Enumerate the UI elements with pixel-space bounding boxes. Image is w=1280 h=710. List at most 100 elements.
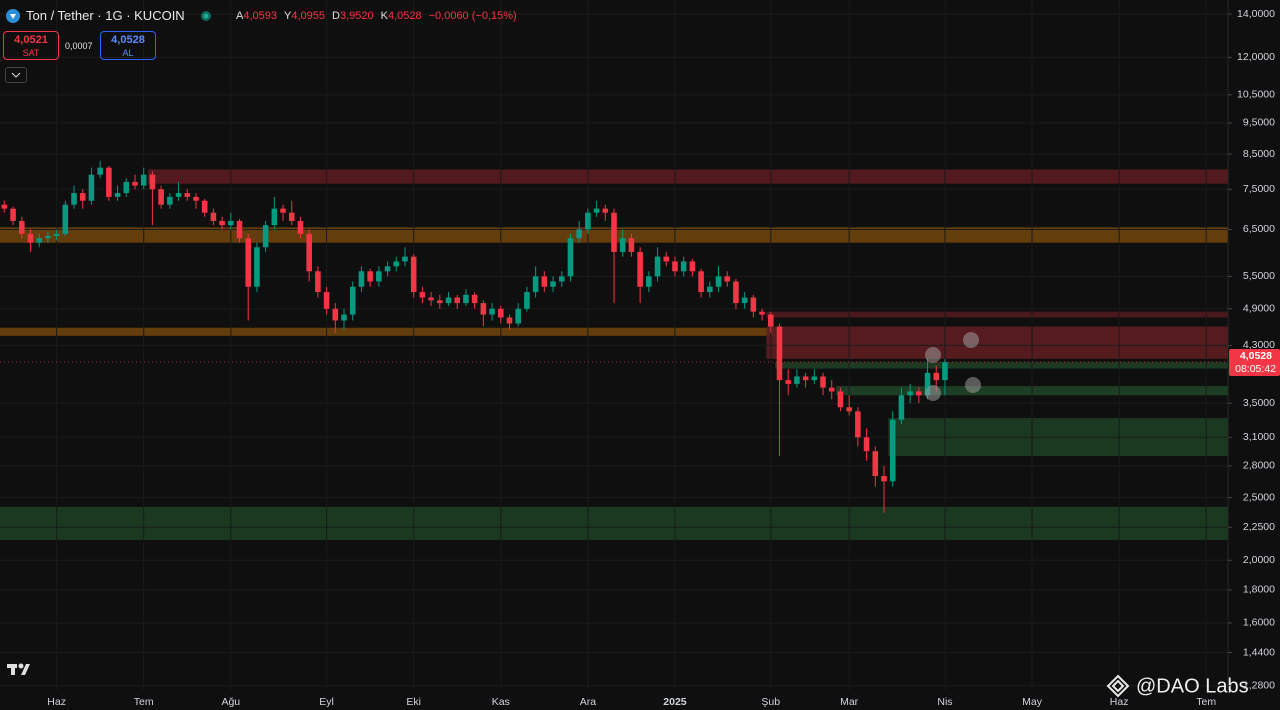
ohlc-label: Y — [284, 10, 292, 22]
candle-body — [532, 276, 539, 293]
candle-body — [158, 189, 164, 205]
x-tick-label: Nis — [937, 696, 952, 708]
y-tick-label: 2,5000 — [1243, 491, 1275, 503]
candle-body — [315, 271, 321, 293]
drawing-handle[interactable] — [965, 377, 981, 393]
candle-body — [228, 220, 234, 226]
ohlc-label: K — [380, 10, 388, 22]
candle-body — [297, 220, 304, 234]
x-tick-label: Kas — [492, 696, 510, 708]
candle-body — [36, 238, 42, 243]
candle-body — [27, 233, 34, 243]
symbol-title: Ton / Tether · 1G · KUCOIN — [26, 8, 185, 23]
candle-body — [585, 212, 591, 230]
sell-label: SAT — [22, 48, 40, 58]
drawing-handle[interactable] — [963, 332, 979, 348]
x-tick-label: Ara — [580, 696, 597, 708]
candle-body — [201, 200, 208, 213]
drawing-handle[interactable] — [925, 385, 941, 401]
candle-body — [88, 174, 95, 201]
symbol-header[interactable]: Ton / Tether · 1G · KUCOIN — [6, 8, 213, 23]
y-tick-label: 1,2800 — [1243, 679, 1275, 691]
candle-body — [872, 451, 879, 477]
candle-body — [863, 437, 870, 452]
candle-body — [550, 281, 556, 287]
buy-button[interactable]: 4,0528 AL — [100, 31, 156, 60]
sell-price: 4,0521 — [14, 34, 48, 46]
ohlc-value: 4,0593 — [243, 10, 277, 22]
y-tick-label: 2,8000 — [1243, 460, 1275, 472]
grid — [0, 0, 1228, 690]
candle-body — [619, 238, 626, 252]
x-tick-label: 2025 — [663, 696, 687, 708]
candle-body — [837, 391, 844, 408]
candle-body — [210, 212, 217, 221]
y-tick-label: 7,5000 — [1243, 183, 1275, 195]
candle-body — [367, 271, 373, 282]
ohlc-values: A4,0593 Y4,0955 D3,9520 K4,0528 −0,0060 (−0,… — [236, 10, 517, 22]
candle-body — [471, 294, 478, 304]
candle-body — [663, 256, 670, 262]
candle-body — [750, 297, 757, 312]
y-tick-label: 1,6000 — [1243, 617, 1275, 629]
candle-body — [715, 276, 722, 287]
last-price-label: 4,0528 — [1240, 350, 1272, 362]
candle-body — [933, 372, 940, 381]
candle-body — [698, 271, 704, 293]
candle-body — [881, 476, 887, 482]
candle-body — [637, 251, 643, 287]
y-tick-label: 4,9000 — [1243, 303, 1275, 315]
candle-body — [114, 193, 121, 197]
candle-body — [323, 292, 330, 309]
ohlc-change: −0,0060 (−0,15%) — [428, 10, 517, 22]
candle-body — [506, 317, 513, 324]
candle-body — [175, 193, 182, 197]
x-tick-label: Eyl — [319, 696, 334, 708]
candle-body — [97, 167, 103, 175]
zone — [766, 326, 1228, 359]
ohlc-label: D — [332, 10, 340, 22]
candle-body — [184, 193, 191, 197]
candle-body — [489, 308, 495, 315]
candle-body — [167, 196, 173, 205]
candle-body — [306, 233, 312, 272]
candle-body — [515, 308, 521, 324]
candle-body — [219, 220, 225, 226]
candle-body — [767, 314, 774, 327]
candle-body — [942, 362, 948, 381]
y-tick-label: 5,5000 — [1243, 270, 1275, 282]
zone — [766, 311, 1228, 318]
y-tick-label: 1,8000 — [1243, 584, 1275, 596]
candle-body — [907, 391, 913, 396]
candle-body — [707, 286, 713, 293]
x-tick-label: Ağu — [221, 696, 240, 708]
candle-body — [672, 261, 678, 272]
candle-body — [71, 193, 77, 205]
candle-body — [332, 308, 339, 321]
candle-body — [236, 220, 243, 239]
candle-body — [149, 174, 156, 190]
candle-body — [724, 276, 731, 282]
candle-body — [349, 286, 356, 315]
ohlc-item: K4,0528 — [381, 10, 422, 22]
candle-body — [802, 376, 809, 381]
y-tick-label: 14,0000 — [1237, 8, 1275, 20]
candle-body — [79, 193, 86, 201]
candle-body — [924, 372, 931, 396]
sell-button[interactable]: 4,0521 SAT — [3, 31, 59, 60]
collapse-button[interactable] — [5, 67, 27, 83]
candle-body — [855, 411, 861, 438]
x-tick-label: Tem — [1196, 696, 1216, 708]
y-tick-label: 3,5000 — [1243, 397, 1275, 409]
candle-body — [524, 292, 530, 309]
candle-body — [445, 297, 452, 304]
candle-body — [654, 256, 661, 277]
candle-body — [689, 261, 696, 272]
y-tick-label: 2,2500 — [1243, 521, 1275, 533]
y-tick-label: 9,5000 — [1243, 117, 1275, 129]
x-tick-label: Haz — [1110, 696, 1129, 708]
drawing-handle[interactable] — [925, 347, 941, 363]
x-tick-label: Mar — [840, 696, 859, 708]
candle-body — [785, 380, 791, 384]
